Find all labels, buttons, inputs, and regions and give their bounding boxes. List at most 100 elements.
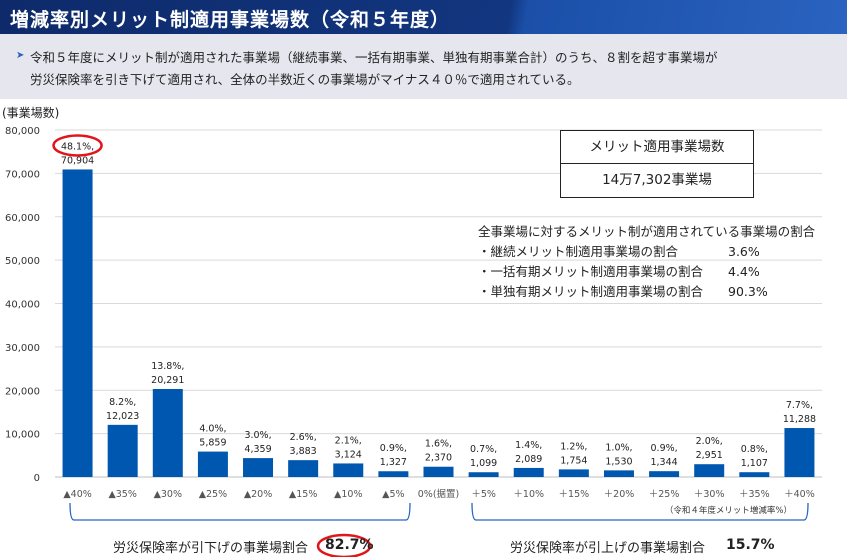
bar-value-label: 70,904 [61, 155, 94, 166]
bar-value-label: 1,107 [741, 458, 768, 469]
bar [288, 460, 319, 477]
bracket-up [471, 502, 809, 521]
bar-percent-label: 0.9%, [380, 443, 407, 454]
bar [197, 451, 228, 477]
up-ratio-value: 15.7% [726, 537, 775, 553]
y-tick-label: 50,000 [5, 256, 40, 267]
notes-value: 3.6% [728, 244, 760, 259]
x-tick-label: ▲25% [199, 489, 227, 500]
bar-value-label: 11,288 [783, 414, 816, 425]
y-tick-label: 70,000 [5, 169, 40, 180]
bar-value-label: 5,859 [199, 438, 226, 449]
summary-box-header: メリット適用事業場数 [560, 130, 754, 164]
page-title: 増減率別メリット制適用事業場数（令和５年度） [10, 9, 451, 31]
bar-percent-label: 48.1%, [61, 141, 94, 152]
bracket-down [69, 502, 411, 521]
x-tick-label: ▲35% [108, 489, 136, 500]
bar-percent-label: 0.7%, [470, 444, 497, 455]
bar-percent-label: 4.0%, [199, 424, 226, 435]
notes-value: 4.4% [728, 264, 760, 279]
ratio-notes: 全事業場に対するメリット制が適用されている事業場の割合 ・継続メリット制適用事業… [478, 222, 815, 302]
bar-value-label: 1,530 [605, 456, 632, 467]
bar-percent-label: 2.6%, [290, 432, 317, 443]
bar [107, 424, 138, 477]
bar [152, 388, 183, 477]
bar-percent-label: 2.0%, [696, 436, 723, 447]
bar [739, 472, 770, 477]
title-bar: 増減率別メリット制適用事業場数（令和５年度） [0, 0, 847, 34]
lead-line-2: 労災保険率を引き下げて適用され、全体の半数近くの事業場がマイナス４０％で適用され… [30, 72, 580, 87]
summary-box-value: 14万7,302事業場 [560, 163, 754, 198]
bar-percent-label: 1.4%, [515, 440, 542, 451]
x-tick-label: ▲10% [334, 489, 362, 500]
y-tick-label: 10,000 [5, 430, 40, 441]
bar-value-label: 1,099 [470, 458, 497, 469]
y-tick-label: 0 [34, 473, 40, 484]
y-tick-label: 80,000 [5, 126, 40, 137]
bar [468, 472, 499, 477]
bar [558, 469, 589, 477]
y-tick-label: 40,000 [5, 300, 40, 311]
x-tick-label: ＋15% [559, 489, 590, 500]
x-tick-label: ＋40% [784, 489, 815, 500]
bar-percent-label: 2.1%, [335, 435, 362, 446]
highlight-circle [52, 134, 103, 157]
y-axis-label: (事業場数) [2, 106, 60, 120]
notes-title: 全事業場に対するメリット制が適用されている事業場の割合 [478, 224, 816, 239]
notes-label: ・単独有期メリット制適用事業場の割合 [478, 284, 704, 299]
arrow-bullet-icon: ➤ [16, 50, 25, 61]
y-tick-label: 30,000 [5, 343, 40, 354]
bar [333, 463, 364, 477]
notes-row: ・一括有期メリット制適用事業場の割合 4.4% [478, 262, 815, 282]
bar [243, 458, 274, 477]
bar-percent-label: 0.9%, [651, 443, 678, 454]
bar-percent-label: 1.2%, [560, 441, 587, 452]
x-tick-label: ＋30% [694, 489, 725, 500]
x-tick-label: ＋35% [739, 489, 770, 500]
x-tick-label: ▲5% [382, 489, 404, 500]
x-tick-label: ▲20% [244, 489, 272, 500]
bar-percent-label: 1.0%, [605, 442, 632, 453]
bar-percent-label: 8.2%, [109, 397, 136, 408]
bar-value-label: 12,023 [106, 411, 139, 422]
highlight-circle [316, 533, 372, 557]
bar-value-label: 1,327 [380, 457, 407, 468]
down-ratio-label: 労災保険率が引下げの事業場割合 [113, 541, 309, 556]
bar-percent-label: 3.0%, [244, 430, 271, 441]
y-tick-label: 60,000 [5, 213, 40, 224]
x-tick-label: ▲30% [154, 489, 182, 500]
bar-value-label: 2,370 [425, 453, 452, 464]
bar [694, 464, 725, 477]
bar [62, 169, 93, 477]
x-tick-label: 0%(据置) [418, 488, 459, 500]
bar-percent-label: 7.7%, [786, 400, 813, 411]
x-tick-label: ▲15% [289, 489, 317, 500]
bar-value-label: 2,089 [515, 454, 542, 465]
bar-value-label: 3,124 [335, 449, 362, 460]
bar-percent-label: 1.6%, [425, 439, 452, 450]
bar-value-label: 4,359 [244, 444, 271, 455]
x-tick-label: ＋25% [649, 489, 680, 500]
lead-line-1: 令和５年度にメリット制が適用された事業場（継続事業、一括有期事業、単独有期事業合… [30, 50, 718, 65]
lead-box: ➤ 令和５年度にメリット制が適用された事業場（継続事業、一括有期事業、単独有期事… [0, 34, 847, 99]
bar-value-label: 1,344 [650, 457, 677, 468]
bar-value-label: 3,883 [290, 446, 317, 457]
bar [784, 428, 815, 477]
x-axis-label: （令和４年度メリット増減率%） [665, 505, 792, 516]
bar [603, 470, 634, 477]
notes-row: ・継続メリット制適用事業場の割合 3.6% [478, 242, 815, 262]
notes-label: ・一括有期メリット制適用事業場の割合 [478, 264, 704, 279]
bar [513, 467, 544, 477]
notes-label: ・継続メリット制適用事業場の割合 [478, 244, 679, 259]
bar-percent-label: 0.8%, [741, 444, 768, 455]
bar-value-label: 2,951 [696, 450, 723, 461]
notes-value: 90.3% [728, 284, 768, 299]
bar [423, 466, 454, 477]
up-ratio-label: 労災保険率が引上げの事業場割合 [510, 541, 706, 556]
x-tick-label: ＋5% [471, 489, 496, 500]
down-ratio-value: 82.7% [325, 537, 374, 553]
notes-row: ・単独有期メリット制適用事業場の割合 90.3% [478, 282, 815, 302]
y-tick-label: 20,000 [5, 386, 40, 397]
bar-value-label: 1,754 [560, 455, 587, 466]
bar [649, 471, 680, 477]
